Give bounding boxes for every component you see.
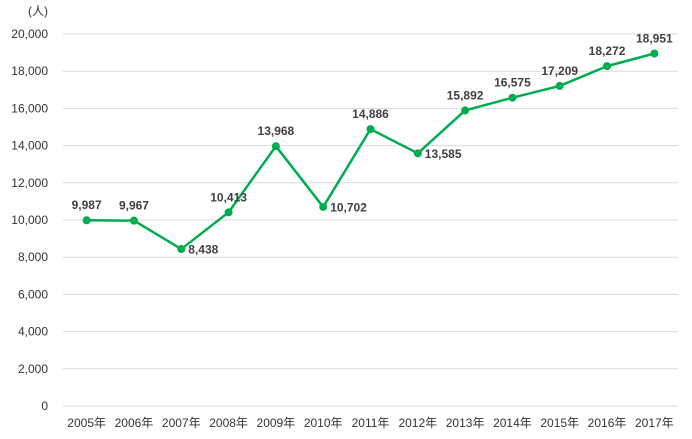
y-tick-label: 6,000 — [18, 287, 48, 301]
y-tick-label: 0 — [41, 399, 48, 413]
x-tick-label: 2010年 — [304, 416, 343, 430]
data-point-marker — [603, 62, 612, 71]
data-point-label: 18,951 — [636, 32, 673, 46]
data-point-label: 9,967 — [119, 199, 149, 213]
data-point-marker — [650, 49, 659, 58]
x-tick-label: 2006年 — [115, 416, 154, 430]
data-point-marker — [177, 245, 186, 254]
data-point-marker — [555, 81, 564, 90]
data-point-marker — [271, 142, 280, 151]
x-tick-label: 2009年 — [257, 416, 296, 430]
y-tick-label: 8,000 — [18, 250, 48, 264]
data-point-label: 13,968 — [258, 124, 295, 138]
data-point-label: 10,702 — [330, 200, 367, 214]
y-tick-label: 4,000 — [18, 325, 48, 339]
data-point-label: 15,892 — [447, 88, 484, 102]
data-point-marker — [129, 216, 138, 225]
y-tick-label: 12,000 — [11, 176, 48, 190]
data-point-marker — [461, 106, 470, 115]
data-point-marker — [508, 93, 517, 102]
y-tick-label: 16,000 — [11, 101, 48, 115]
data-point-label: 9,987 — [72, 198, 102, 212]
x-tick-label: 2014年 — [493, 416, 532, 430]
data-point-marker — [319, 202, 328, 211]
x-tick-label: 2007年 — [162, 416, 201, 430]
x-tick-label: 2008年 — [209, 416, 248, 430]
data-point-label: 17,209 — [541, 64, 578, 78]
y-tick-label: 18,000 — [11, 64, 48, 78]
x-tick-label: 2005年 — [67, 416, 106, 430]
data-point-label: 18,272 — [589, 44, 626, 58]
data-point-label: 13,585 — [425, 147, 462, 161]
data-point-marker — [413, 149, 422, 158]
x-tick-label: 2013年 — [446, 416, 485, 430]
data-point-label: 8,438 — [188, 243, 218, 257]
y-tick-label: 10,000 — [11, 213, 48, 227]
x-tick-label: 2016年 — [588, 416, 627, 430]
y-tick-label: 2,000 — [18, 362, 48, 376]
data-point-marker — [366, 125, 375, 134]
data-point-label: 10,413 — [210, 190, 247, 204]
y-axis-unit-label: (人) — [28, 4, 48, 18]
x-tick-label: 2017年 — [635, 416, 674, 430]
data-point-marker — [224, 208, 233, 217]
data-point-label: 14,886 — [352, 107, 389, 121]
x-tick-label: 2011年 — [352, 416, 390, 430]
data-point-marker — [82, 216, 91, 225]
x-tick-label: 2015年 — [540, 416, 579, 430]
data-point-label: 16,575 — [494, 76, 531, 90]
x-tick-label: 2012年 — [398, 416, 437, 430]
y-tick-label: 14,000 — [11, 139, 48, 153]
y-tick-label: 20,000 — [11, 27, 48, 41]
